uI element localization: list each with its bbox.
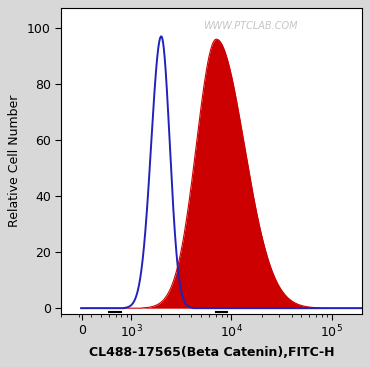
Text: WWW.PTCLAB.COM: WWW.PTCLAB.COM — [203, 21, 298, 30]
Y-axis label: Relative Cell Number: Relative Cell Number — [9, 95, 21, 227]
X-axis label: CL488-17565(Beta Catenin),FITC-H: CL488-17565(Beta Catenin),FITC-H — [89, 346, 334, 359]
